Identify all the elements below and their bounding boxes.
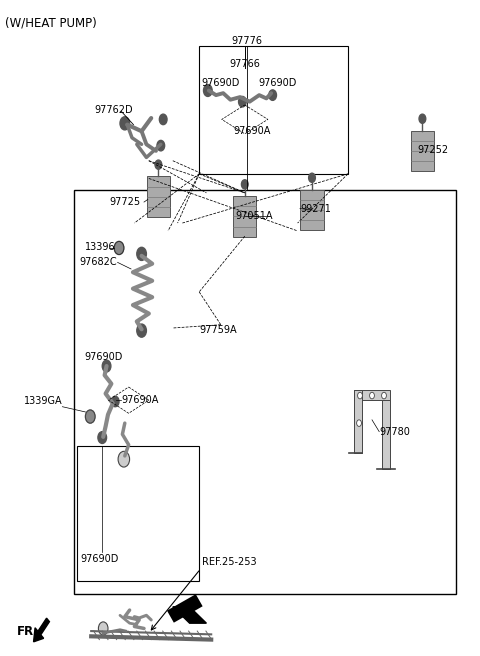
Circle shape <box>120 117 130 130</box>
Circle shape <box>114 241 124 255</box>
Polygon shape <box>354 390 390 400</box>
Text: 97762D: 97762D <box>95 105 133 115</box>
Bar <box>77 446 199 581</box>
Circle shape <box>419 114 426 123</box>
Text: 97690A: 97690A <box>234 126 271 136</box>
Polygon shape <box>354 390 362 453</box>
Circle shape <box>159 114 167 125</box>
Text: 97690D: 97690D <box>202 78 240 89</box>
Circle shape <box>382 392 386 399</box>
Polygon shape <box>147 176 170 217</box>
Text: 97690D: 97690D <box>81 554 119 564</box>
Circle shape <box>357 420 361 426</box>
Text: 13396: 13396 <box>85 241 116 252</box>
Polygon shape <box>173 607 206 623</box>
Polygon shape <box>300 190 324 230</box>
Text: 97682C: 97682C <box>79 257 117 268</box>
Circle shape <box>137 324 146 337</box>
Circle shape <box>102 360 111 372</box>
Circle shape <box>358 392 362 399</box>
Text: FR.: FR. <box>17 625 39 638</box>
Circle shape <box>111 396 119 407</box>
Text: 97725: 97725 <box>109 197 141 207</box>
Text: 97776: 97776 <box>232 35 263 46</box>
Circle shape <box>98 432 107 443</box>
Bar <box>74 190 456 594</box>
Circle shape <box>118 451 130 467</box>
Text: 97690A: 97690A <box>121 395 158 405</box>
Circle shape <box>157 140 165 151</box>
Text: 97252: 97252 <box>418 144 449 155</box>
Circle shape <box>269 90 276 100</box>
Circle shape <box>309 173 315 182</box>
Circle shape <box>98 622 108 635</box>
Circle shape <box>137 247 146 260</box>
Circle shape <box>241 180 248 189</box>
Polygon shape <box>382 400 390 469</box>
Text: 97766: 97766 <box>229 59 260 70</box>
Text: 97780: 97780 <box>379 426 410 437</box>
Circle shape <box>85 410 95 423</box>
Text: 97690D: 97690D <box>258 78 297 89</box>
Bar <box>199 46 348 174</box>
Circle shape <box>204 85 212 96</box>
Text: 97051A: 97051A <box>235 211 273 222</box>
FancyArrow shape <box>34 618 49 642</box>
Circle shape <box>370 392 374 399</box>
Circle shape <box>155 160 162 169</box>
Text: 1339GA: 1339GA <box>24 396 62 407</box>
Polygon shape <box>233 196 256 237</box>
Text: 99271: 99271 <box>300 203 331 214</box>
Text: 97690D: 97690D <box>84 352 122 362</box>
Text: REF.25-253: REF.25-253 <box>202 557 256 567</box>
Circle shape <box>239 96 246 107</box>
Text: 97759A: 97759A <box>199 325 237 335</box>
Polygon shape <box>411 131 434 171</box>
Text: (W/HEAT PUMP): (W/HEAT PUMP) <box>5 16 96 30</box>
